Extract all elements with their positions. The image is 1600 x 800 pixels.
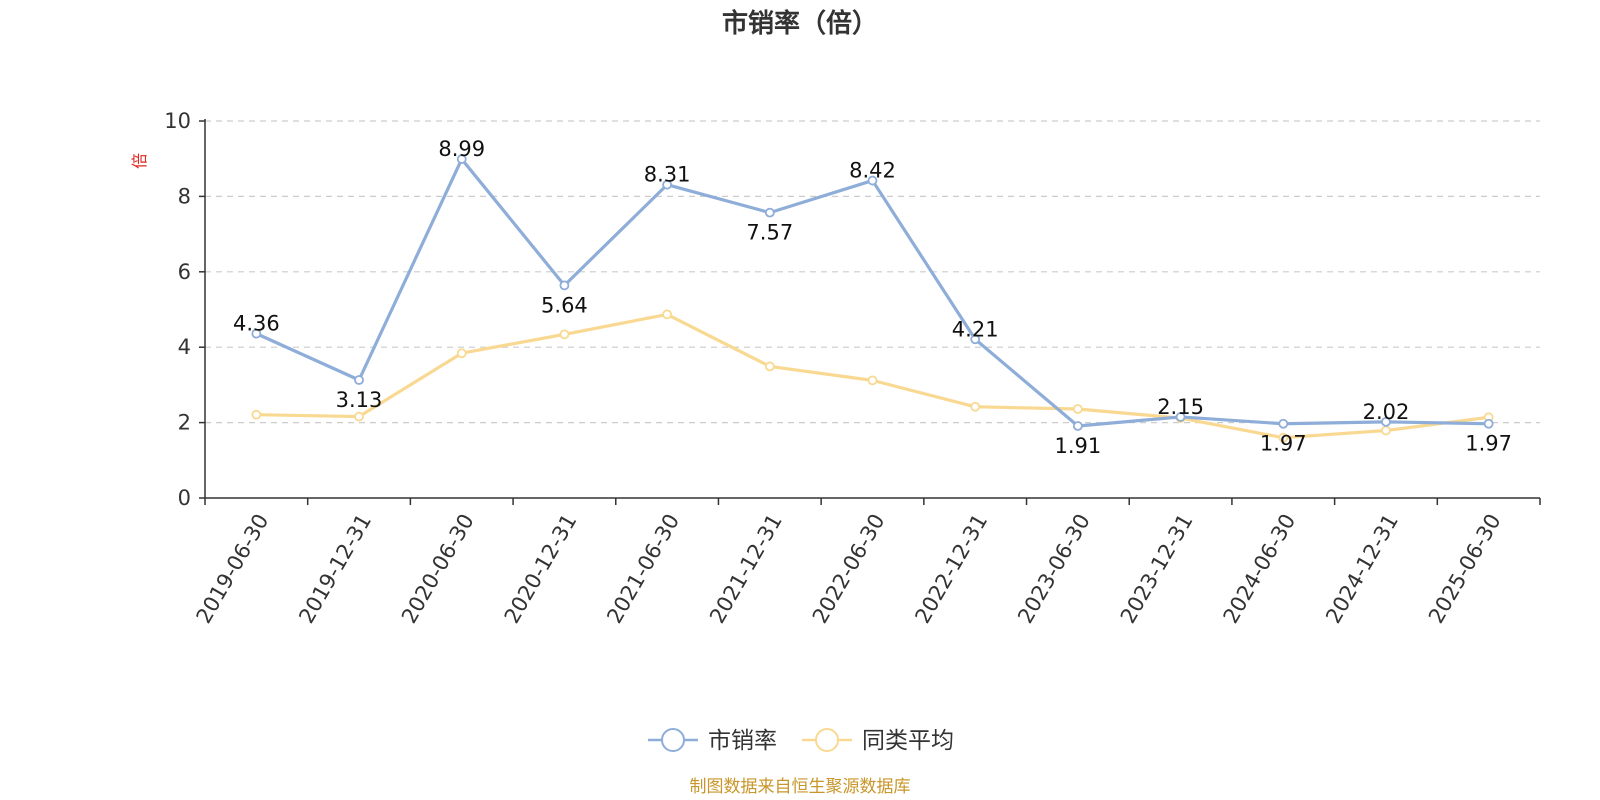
x-tick-label: 2019-06-30 xyxy=(192,510,274,628)
series-1 xyxy=(251,309,1494,443)
data-point xyxy=(764,207,775,218)
x-tick-label: 2023-06-30 xyxy=(1013,510,1095,628)
data-label: 1.91 xyxy=(1055,434,1102,458)
legend-label: 市销率 xyxy=(708,728,777,754)
legend-label: 同类平均 xyxy=(862,728,954,754)
x-tick-label: 2020-06-30 xyxy=(397,510,479,628)
data-point xyxy=(354,411,364,422)
data-label: 2.15 xyxy=(1157,395,1204,419)
y-tick-label-6: 6 xyxy=(178,260,191,284)
y-tick-label-10: 10 xyxy=(164,109,191,133)
source-note: 制图数据来自恒生聚源数据库 xyxy=(690,777,911,797)
data-label: 8.31 xyxy=(644,163,691,187)
data-point xyxy=(456,154,467,164)
data-label: 8.99 xyxy=(438,137,485,161)
data-point xyxy=(867,375,878,386)
x-tick-label: 2025-06-30 xyxy=(1424,510,1506,628)
data-point xyxy=(559,280,570,291)
legend-marker xyxy=(661,728,685,752)
data-point xyxy=(662,309,673,320)
data-point xyxy=(251,328,262,339)
legend-item-0: 市销率 xyxy=(648,728,777,754)
data-point xyxy=(1072,404,1083,414)
data-label: 3.13 xyxy=(336,388,383,412)
x-tick-label: 2023-12-31 xyxy=(1116,510,1198,628)
x-tick-label: 2024-12-31 xyxy=(1321,510,1403,628)
y-tick-label-4: 4 xyxy=(178,335,191,359)
x-tick-label: 2019-12-31 xyxy=(294,510,376,628)
data-point xyxy=(662,179,673,190)
data-label: 8.42 xyxy=(849,159,896,183)
data-point xyxy=(1072,421,1083,431)
data-label: 4.36 xyxy=(233,312,280,336)
data-labels: 4.36 3.13 8.99 5.64 8.31 7.57 8.42 4.21 1.91 2.15… xyxy=(233,137,1512,458)
legend: 市销率 同类平均 xyxy=(648,728,954,754)
legend-marker xyxy=(815,728,839,752)
series-layer xyxy=(251,154,1494,443)
x-tick-label: 2022-12-31 xyxy=(910,510,992,628)
series-line-0 xyxy=(255,157,1489,428)
data-point xyxy=(970,401,981,412)
legend-item-1: 同类平均 xyxy=(802,728,954,754)
x-tick-label: 2021-06-30 xyxy=(602,510,684,628)
data-point xyxy=(1278,418,1289,429)
data-point xyxy=(1175,412,1186,422)
data-label: 7.57 xyxy=(746,221,793,245)
series-0 xyxy=(251,154,1494,431)
data-label: 1.97 xyxy=(1260,432,1307,456)
data-point xyxy=(559,329,570,340)
data-point xyxy=(867,175,878,186)
data-point xyxy=(1483,418,1494,429)
data-point xyxy=(456,348,467,359)
y-tick-label-2: 2 xyxy=(178,411,191,435)
x-tick-label: 2020-12-31 xyxy=(500,510,582,628)
data-label: 1.97 xyxy=(1465,432,1512,456)
x-tick-label: 2024-06-30 xyxy=(1219,510,1301,628)
y-tick-label-0: 0 xyxy=(178,486,191,510)
data-point xyxy=(970,334,981,345)
y-axis-label: 倍 xyxy=(130,153,149,169)
chart-title: 市销率（倍） xyxy=(722,8,878,39)
data-point xyxy=(1381,425,1391,436)
data-point xyxy=(251,409,262,420)
x-tick-label: 2022-06-30 xyxy=(808,510,890,628)
data-point xyxy=(1381,416,1391,427)
data-label: 2.02 xyxy=(1363,400,1410,424)
data-point xyxy=(354,375,364,385)
y-tick-label-8: 8 xyxy=(178,184,191,208)
x-tick-label: 2021-12-31 xyxy=(705,510,787,628)
data-label: 5.64 xyxy=(541,293,588,317)
data-point xyxy=(764,361,775,372)
data-point xyxy=(1278,432,1289,443)
data-label: 4.21 xyxy=(952,317,999,341)
